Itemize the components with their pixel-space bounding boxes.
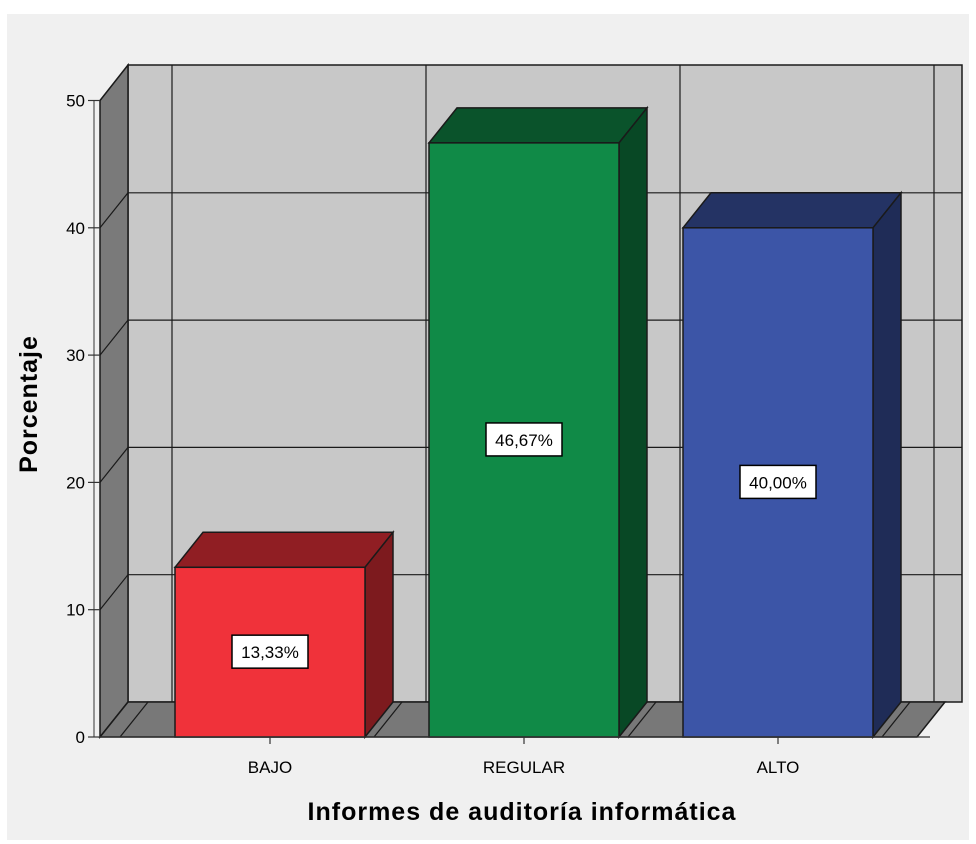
gridline-side	[99, 319, 129, 356]
chart-container: 0 10 20 30 40 50 13,33% 46,67% 40,00% BAJO REGUL…	[7, 14, 969, 840]
gridline-side	[99, 574, 129, 611]
bar-top	[681, 192, 903, 229]
floor-divider	[627, 701, 657, 738]
gridline-side	[99, 447, 129, 483]
data-label-box	[231, 634, 309, 669]
gridline-side	[99, 192, 129, 229]
bar-top	[427, 107, 649, 144]
data-label-box	[485, 422, 563, 457]
y-tick-label: 30	[66, 346, 85, 365]
y-tick-label: 20	[66, 473, 85, 492]
data-labels: 13,33% 46,67% 40,00%	[231, 422, 817, 669]
y-tick-label: 40	[66, 219, 85, 238]
data-label-box	[739, 464, 817, 500]
data-label-text: 13,33%	[241, 643, 299, 662]
data-label-text: 40,00%	[749, 473, 807, 492]
bar-side	[872, 190, 902, 740]
x-tick-label: BAJO	[248, 758, 292, 777]
y-axis: 0 10 20 30 40 50	[66, 92, 100, 747]
bar-side	[364, 530, 394, 740]
floor-divider	[881, 701, 911, 738]
bar-side	[618, 105, 648, 740]
data-label: 40,00%	[739, 464, 817, 500]
bar-regular	[427, 105, 649, 740]
bar-top	[173, 531, 395, 569]
y-tick-label: 0	[76, 728, 85, 747]
y-tick-label: 50	[66, 92, 85, 111]
x-axis: BAJO REGULAR ALTO	[100, 736, 930, 777]
y-axis-title: Porcentaje	[15, 335, 43, 473]
x-tick-label: REGULAR	[483, 758, 565, 777]
y-tick-label: 10	[66, 601, 85, 620]
bar-bajo	[173, 530, 395, 740]
bar-chart: 0 10 20 30 40 50 13,33% 46,67% 40,00% BAJO REGUL…	[15, 62, 963, 826]
side-wall	[99, 62, 129, 740]
x-tick-label: ALTO	[757, 758, 800, 777]
data-label: 46,67%	[485, 422, 563, 457]
data-label-text: 46,67%	[495, 431, 553, 450]
floor-divider	[373, 701, 403, 738]
x-axis-title: Informes de auditoría informática	[308, 798, 737, 826]
data-label: 13,33%	[231, 634, 309, 669]
floor-divider	[119, 701, 149, 738]
